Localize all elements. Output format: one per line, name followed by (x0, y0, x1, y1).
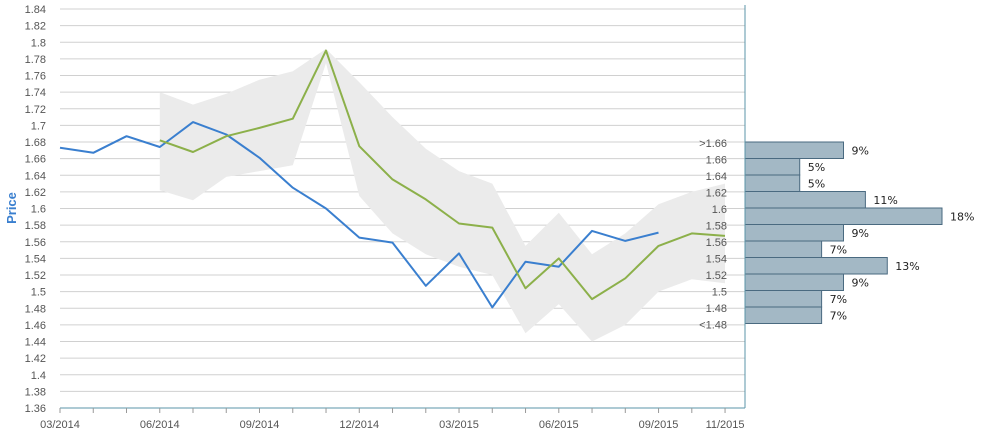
distribution-bar (744, 224, 844, 242)
bar-percent-label: 9% (852, 144, 869, 157)
y-tick-label: 1.46 (25, 320, 46, 332)
y-tick-label: 1.68 (25, 137, 46, 149)
y-tick-labels: 1.84 1.82 1.8 1.78 1.76 1.74 1.72 1.7 1.68 1.66 1.… (25, 4, 46, 415)
bin-label: 1.48 (706, 303, 727, 315)
y-tick-label: 1.74 (25, 87, 46, 99)
distribution-bar (744, 207, 943, 225)
distribution-bar (744, 273, 844, 291)
y-tick-label: 1.4 (31, 370, 46, 382)
series-line-forecast (159, 49, 726, 301)
bin-label: 1.56 (706, 237, 727, 249)
bar-percent-label: 9% (852, 276, 869, 289)
bar-percent-label: 18% (950, 210, 974, 223)
bar-percent-label: 5% (808, 161, 825, 174)
x-tick-label: 09/2015 (639, 419, 679, 431)
series-line-actual (59, 121, 659, 309)
bar-percent-label: 7% (830, 293, 847, 306)
forecast-band (159, 48, 726, 342)
x-tick-label: 03/2014 (40, 419, 80, 431)
axes (59, 5, 746, 413)
y-tick-label: 1.48 (25, 303, 46, 315)
bin-label: 1.5 (712, 287, 727, 299)
y-axis-title: Price (4, 192, 19, 224)
y-tick-label: 1.78 (25, 54, 46, 66)
bin-label: <1.48 (699, 320, 727, 332)
bin-label: 1.64 (706, 171, 727, 183)
x-tick-label: 12/2014 (339, 419, 379, 431)
distribution-bar (744, 240, 823, 258)
bin-label: 1.52 (706, 270, 727, 282)
y-tick-label: 1.52 (25, 270, 46, 282)
y-tick-label: 1.38 (25, 386, 46, 398)
distribution-bar (744, 141, 844, 159)
x-tick-label: 09/2014 (240, 419, 280, 431)
y-tick-label: 1.84 (25, 4, 46, 16)
x-tick-label: 11/2015 (706, 419, 745, 431)
distribution-bar (744, 257, 888, 275)
y-tick-label: 1.42 (25, 353, 46, 365)
bar-percent-label: 7% (830, 243, 847, 256)
distribution-bar (744, 191, 866, 209)
forecast-band-area (159, 48, 726, 342)
y-tick-label: 1.54 (25, 253, 46, 265)
y-tick-label: 1.64 (25, 170, 46, 182)
y-tick-label: 1.7 (31, 120, 46, 132)
x-tick-label: 06/2015 (539, 419, 579, 431)
distribution-bar (744, 174, 801, 192)
y-tick-label: 1.82 (25, 21, 46, 33)
distribution-bar (744, 158, 801, 176)
bar-percent-label: 7% (830, 309, 847, 322)
distribution-bar (744, 290, 823, 308)
y-tick-label: 1.62 (25, 187, 46, 199)
distribution-bar (744, 306, 823, 324)
bar-percent-label: 11% (873, 194, 897, 207)
bar-percent-label: 13% (895, 260, 919, 273)
bin-label: 1.6 (712, 204, 727, 216)
y-tick-label: 1.44 (25, 337, 46, 349)
bar-percent-label: 9% (852, 227, 869, 240)
bar-percent-label: 5% (808, 177, 825, 190)
series-lines (59, 49, 726, 309)
bin-label: 1.54 (706, 254, 727, 266)
y-tick-label: 1.6 (31, 204, 46, 216)
y-tick-label: 1.5 (31, 287, 46, 299)
y-tick-label: 1.8 (31, 37, 46, 49)
y-tick-label: 1.72 (25, 104, 46, 116)
bin-label: 1.58 (706, 221, 727, 233)
x-tick-label: 06/2014 (140, 419, 180, 431)
x-tick-label: 03/2015 (439, 419, 479, 431)
y-tick-label: 1.66 (25, 154, 46, 166)
bin-label: 1.66 (706, 155, 727, 167)
distribution-bars: >1.66 9% 1.66 5% 1.64 5% 1.62 11% 1.6 18% 1.58 9% 1.… (699, 138, 974, 332)
bin-label: >1.66 (699, 138, 727, 150)
y-tick-label: 1.76 (25, 71, 46, 83)
bin-label: 1.62 (706, 188, 727, 200)
y-tick-label: 1.58 (25, 220, 46, 232)
y-tick-label: 1.56 (25, 237, 46, 249)
y-tick-label: 1.36 (25, 403, 46, 415)
x-tick-labels: 03/2014 06/2014 09/2014 12/2014 03/2015 06/20… (40, 419, 744, 431)
